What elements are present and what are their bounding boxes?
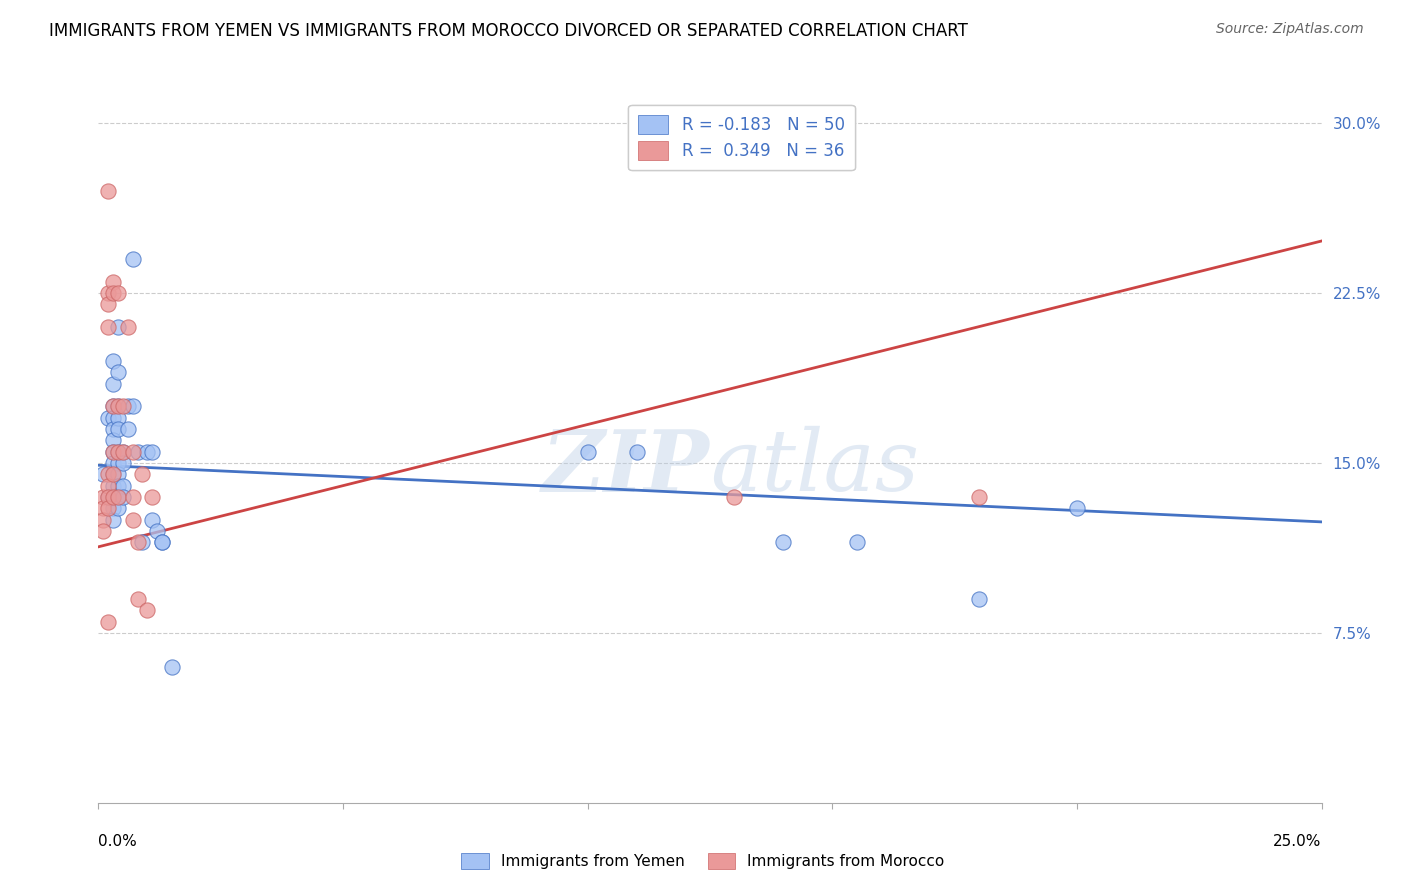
- Point: [127, 535, 149, 549]
- Point: [117, 422, 139, 436]
- Point: [845, 535, 868, 549]
- Text: 0.0%: 0.0%: [98, 834, 138, 849]
- Point: [111, 400, 134, 414]
- Point: [150, 535, 173, 549]
- Point: [150, 535, 173, 549]
- Point: [107, 400, 129, 414]
- Point: [121, 444, 143, 458]
- Point: [97, 467, 120, 482]
- Point: [97, 615, 120, 629]
- Point: [97, 410, 120, 425]
- Point: [1066, 501, 1088, 516]
- Point: [111, 490, 134, 504]
- Point: [107, 456, 129, 470]
- Point: [97, 184, 120, 198]
- Point: [723, 490, 745, 504]
- Point: [107, 467, 129, 482]
- Point: [127, 444, 149, 458]
- Point: [111, 456, 134, 470]
- Point: [141, 444, 163, 458]
- Point: [131, 535, 153, 549]
- Point: [141, 513, 163, 527]
- Point: [121, 490, 143, 504]
- Point: [97, 490, 120, 504]
- Point: [101, 410, 124, 425]
- Point: [576, 444, 599, 458]
- Point: [111, 444, 134, 458]
- Point: [101, 354, 124, 368]
- Point: [91, 513, 114, 527]
- Point: [107, 490, 129, 504]
- Point: [107, 365, 129, 379]
- Point: [107, 400, 129, 414]
- Point: [107, 410, 129, 425]
- Legend: R = -0.183   N = 50, R =  0.349   N = 36: R = -0.183 N = 50, R = 0.349 N = 36: [628, 104, 855, 169]
- Point: [626, 444, 648, 458]
- Point: [111, 444, 134, 458]
- Point: [121, 252, 143, 266]
- Point: [136, 603, 159, 617]
- Point: [101, 286, 124, 301]
- Point: [101, 467, 124, 482]
- Point: [117, 400, 139, 414]
- Legend: Immigrants from Yemen, Immigrants from Morocco: Immigrants from Yemen, Immigrants from M…: [456, 847, 950, 875]
- Point: [117, 320, 139, 334]
- Point: [101, 275, 124, 289]
- Point: [107, 444, 129, 458]
- Text: ZIP: ZIP: [543, 425, 710, 509]
- Point: [101, 513, 124, 527]
- Point: [772, 535, 794, 549]
- Text: IMMIGRANTS FROM YEMEN VS IMMIGRANTS FROM MOROCCO DIVORCED OR SEPARATED CORRELATI: IMMIGRANTS FROM YEMEN VS IMMIGRANTS FROM…: [49, 22, 969, 40]
- Text: 25.0%: 25.0%: [1274, 834, 1322, 849]
- Point: [97, 297, 120, 311]
- Point: [967, 591, 990, 606]
- Point: [107, 444, 129, 458]
- Point: [101, 444, 124, 458]
- Point: [97, 490, 120, 504]
- Point: [107, 422, 129, 436]
- Point: [146, 524, 169, 538]
- Point: [91, 490, 114, 504]
- Point: [136, 444, 159, 458]
- Point: [107, 490, 129, 504]
- Point: [91, 501, 114, 516]
- Point: [101, 456, 124, 470]
- Point: [101, 434, 124, 448]
- Point: [97, 286, 120, 301]
- Point: [121, 513, 143, 527]
- Point: [107, 320, 129, 334]
- Point: [101, 490, 124, 504]
- Point: [97, 478, 120, 492]
- Point: [101, 467, 124, 482]
- Text: Source: ZipAtlas.com: Source: ZipAtlas.com: [1216, 22, 1364, 37]
- Point: [101, 478, 124, 492]
- Point: [107, 286, 129, 301]
- Text: atlas: atlas: [710, 426, 920, 508]
- Point: [107, 478, 129, 492]
- Point: [91, 524, 114, 538]
- Point: [107, 501, 129, 516]
- Point: [97, 320, 120, 334]
- Point: [97, 501, 120, 516]
- Point: [127, 591, 149, 606]
- Point: [160, 660, 183, 674]
- Point: [101, 400, 124, 414]
- Point: [91, 467, 114, 482]
- Point: [141, 490, 163, 504]
- Point: [121, 400, 143, 414]
- Point: [101, 376, 124, 391]
- Point: [101, 490, 124, 504]
- Point: [111, 478, 134, 492]
- Point: [101, 444, 124, 458]
- Point: [967, 490, 990, 504]
- Point: [101, 400, 124, 414]
- Point: [101, 501, 124, 516]
- Point: [101, 422, 124, 436]
- Point: [131, 467, 153, 482]
